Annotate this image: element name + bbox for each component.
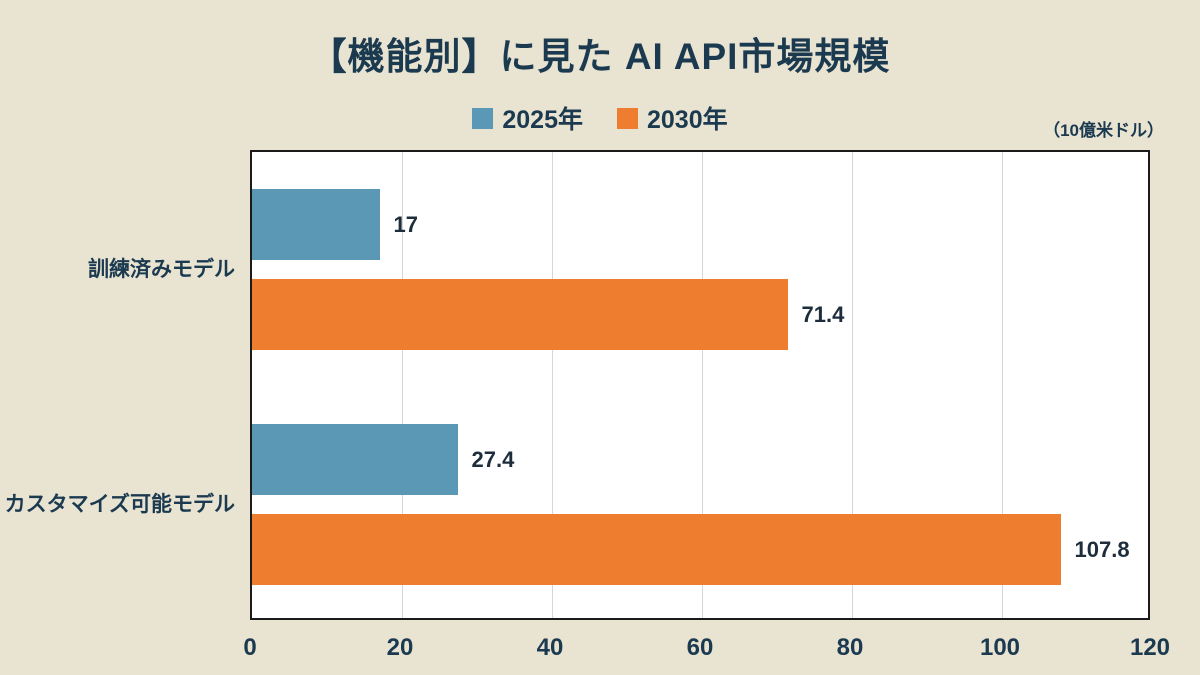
gridline-20 [402,152,403,618]
legend: 2025年 2030年 [0,100,1200,136]
gridline-80 [852,152,853,618]
gridline-60 [702,152,703,618]
legend-item-2030: 2030年 [617,100,728,136]
legend-label-2030: 2030年 [647,106,728,134]
x-tick-0: 0 [243,634,257,661]
bar-value-2025年-訓練済みモデル: 17 [393,211,418,237]
x-tick-60: 60 [686,634,714,661]
chart-title: 【機能別】に見た AI API市場規模 [309,36,891,77]
bar-value-2030年-カスタマイズ可能モデル: 107.8 [1074,536,1130,562]
bar-2030年-訓練済みモデル [252,279,788,350]
x-tick-100: 100 [979,634,1021,661]
bar-2025年-訓練済みモデル [252,189,380,260]
gridline-40 [552,152,553,618]
legend-swatch-2025-icon [472,107,494,129]
bar-value-2030年-訓練済みモデル: 71.4 [801,301,845,327]
x-tick-120: 120 [1129,634,1171,661]
bar-value-2025年-カスタマイズ可能モデル: 27.4 [471,446,515,472]
legend-swatch-2030-icon [617,107,638,129]
legend-item-2025: 2025年 [472,100,583,136]
x-tick-80: 80 [836,634,864,661]
x-tick-20: 20 [386,634,414,661]
category-label-カスタマイズ可能モデル: カスタマイズ可能モデル [4,492,235,516]
category-label-訓練済みモデル: 訓練済みモデル [88,257,235,281]
x-tick-40: 40 [536,634,564,661]
bar-2030年-カスタマイズ可能モデル [252,514,1061,585]
plot-area: 17 71.4 27.4 107.8 [250,150,1150,620]
unit-label: （10億米ドル） [1043,121,1164,140]
bar-2025年-カスタマイズ可能モデル [252,424,458,495]
legend-label-2025: 2025年 [502,106,583,134]
gridline-100 [1002,152,1003,618]
